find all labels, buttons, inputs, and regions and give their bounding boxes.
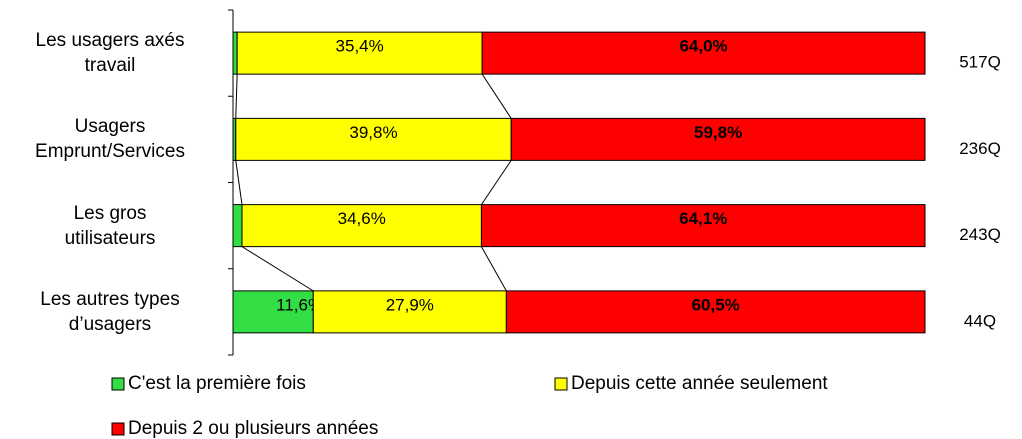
series-line: [481, 73, 512, 119]
bar-segment: [235, 117, 512, 161]
bar-segment: [232, 31, 238, 75]
value-label: 34,6%: [338, 209, 386, 228]
value-label: 64,1%: [679, 209, 727, 228]
category-label: Les usagers axés travail: [35, 30, 185, 77]
series-line: [480, 246, 507, 292]
legend-swatch: [111, 377, 125, 391]
value-label: 11,6%: [276, 295, 323, 314]
value-label: 59,8%: [694, 123, 742, 142]
bar-segment: [480, 204, 926, 248]
bar-segment: [312, 290, 507, 334]
series-line: [235, 160, 243, 205]
series-line: [235, 74, 238, 119]
bar-segment: [481, 31, 926, 75]
row-total: 44Q: [964, 311, 996, 330]
row-total: 243Q: [959, 225, 1001, 244]
legend-label: Depuis 2 ou plusieurs années: [128, 418, 378, 439]
value-label: 60,5%: [692, 295, 740, 314]
value-label: 64,0%: [679, 37, 727, 56]
legend-swatch: [111, 422, 125, 436]
legend-label: C'est la première fois: [128, 373, 306, 394]
category-label: Usagers Emprunt/Services: [35, 116, 185, 163]
value-label: 39,8%: [349, 123, 397, 142]
category-label: Les gros utilisateurs: [64, 202, 156, 249]
bar-segment: [232, 290, 314, 334]
legend-label: Depuis cette année seulement: [571, 373, 828, 394]
bar-segment: [510, 117, 926, 161]
bar-segment: [505, 290, 926, 334]
series-line: [241, 246, 314, 292]
legend-swatch: [554, 377, 568, 391]
value-label: 27,9%: [386, 295, 434, 314]
row-total: 517Q: [959, 53, 1001, 72]
category-label: Les autres types d’usagers: [40, 288, 180, 335]
value-label: 35,4%: [336, 37, 384, 56]
bar-segment: [236, 31, 483, 75]
series-line: [481, 160, 512, 205]
row-total: 236Q: [959, 139, 1001, 158]
